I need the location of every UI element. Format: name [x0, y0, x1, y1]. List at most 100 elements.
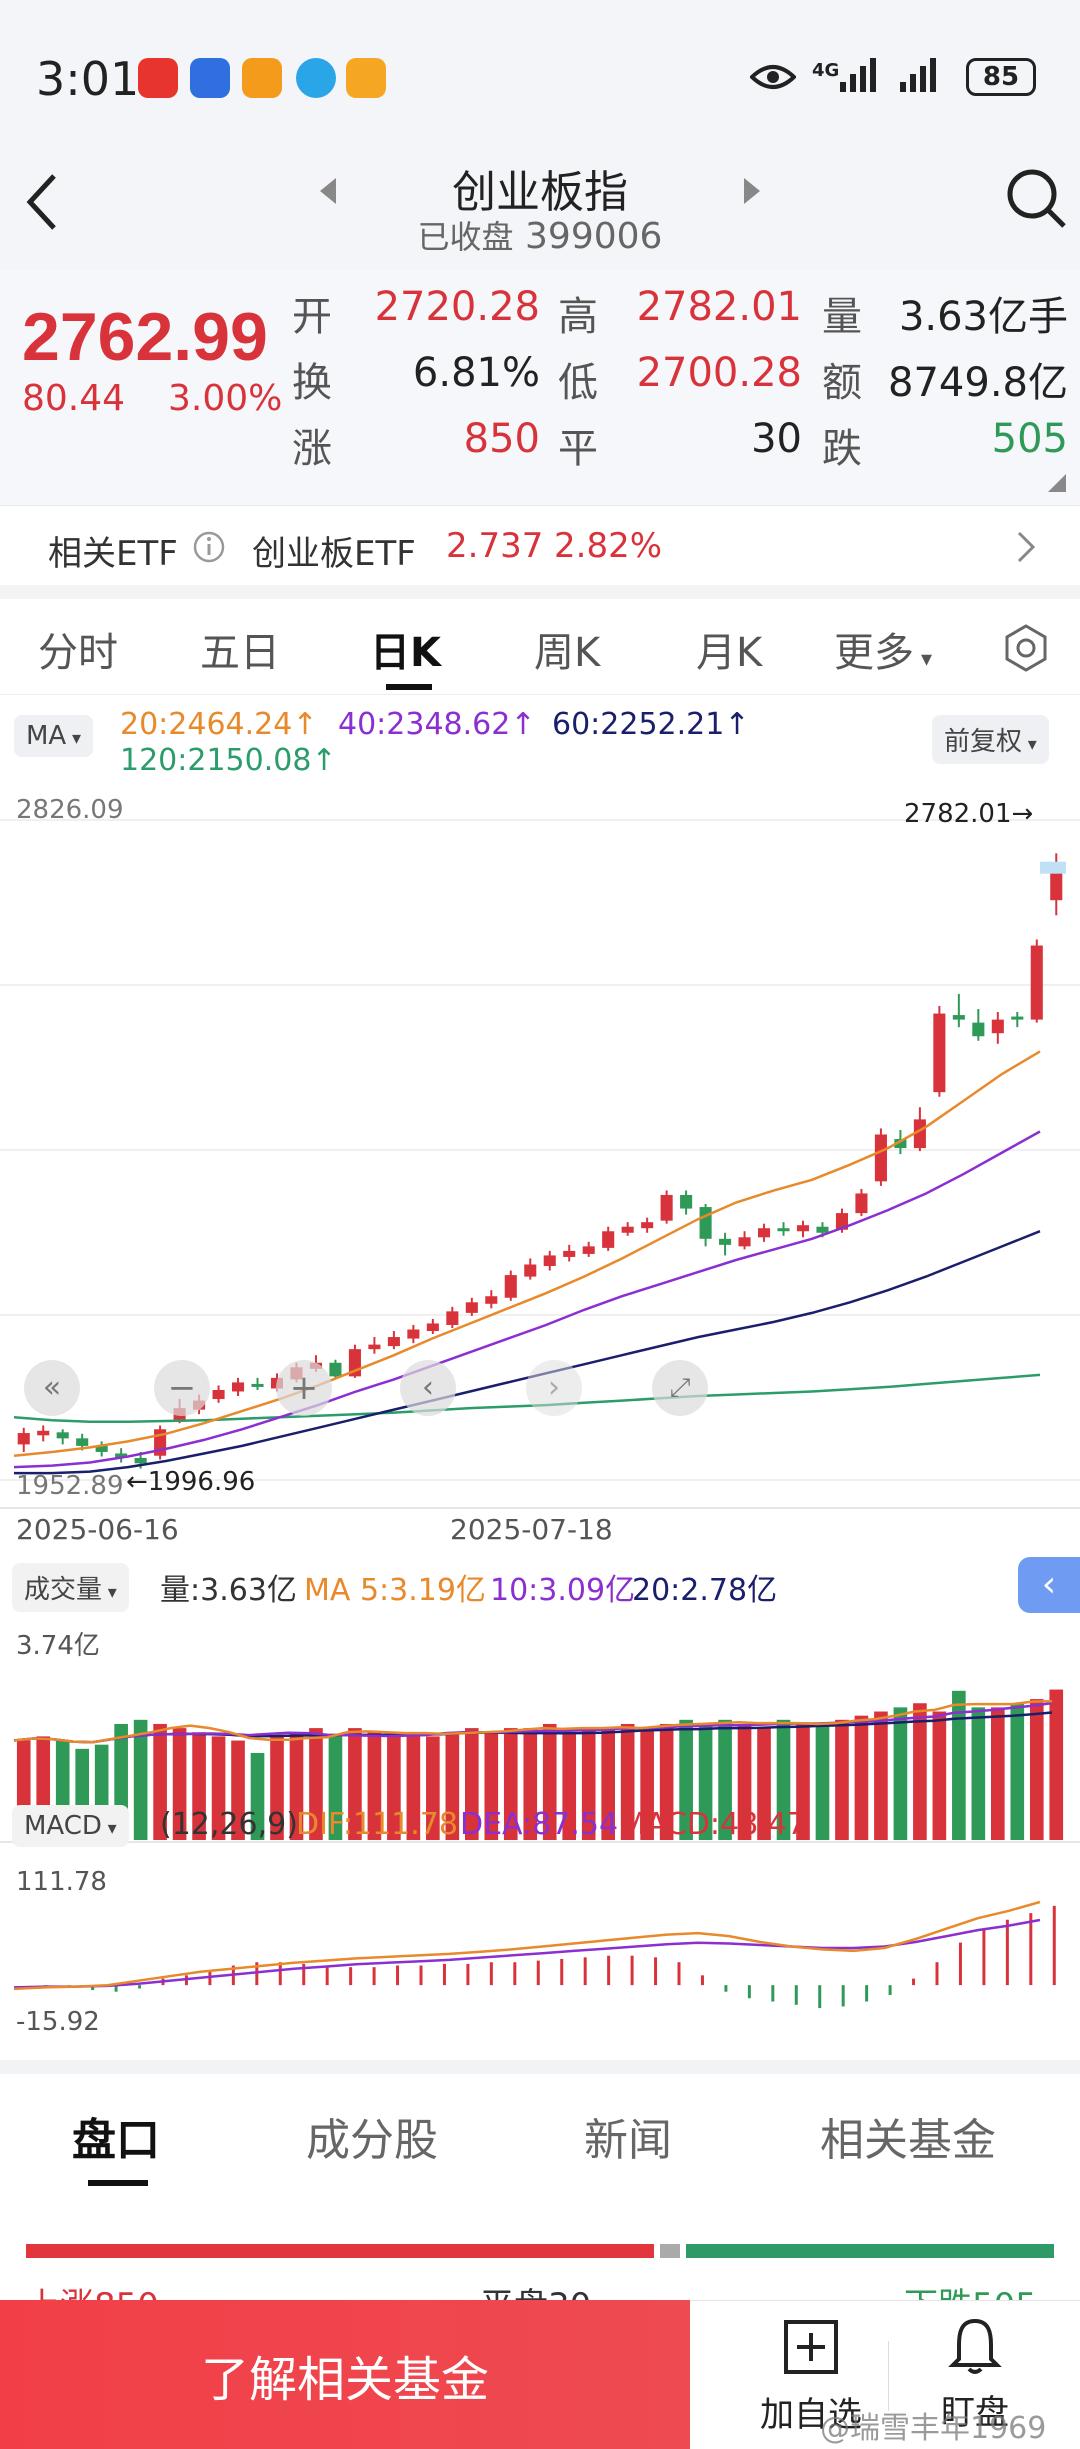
volume-bar — [796, 1723, 810, 1840]
macd-selector[interactable]: MACD ▾ — [12, 1805, 129, 1847]
label-open: 开 — [292, 294, 332, 340]
candle-body — [115, 1453, 128, 1458]
tab-weekly-k[interactable]: 周K — [534, 630, 601, 676]
collapse-panel-button[interactable]: ‹ — [1018, 1557, 1080, 1613]
last-price-marker — [1040, 861, 1066, 874]
candle-body — [212, 1389, 225, 1400]
kline-chart[interactable] — [0, 790, 1080, 2055]
volume-bar — [133, 1719, 148, 1840]
fullscreen-icon[interactable]: ⤢ — [652, 1360, 708, 1416]
pan-right-icon[interactable]: › — [526, 1360, 582, 1416]
vol-ma10-line — [13, 1701, 1053, 1744]
chart-area: MA ▾ 20:2464.24↑ 40:2348.62↑ 60:2252.21↑… — [0, 695, 1080, 2055]
volume-bar — [990, 1707, 1005, 1840]
back-arrow-icon[interactable] — [22, 172, 62, 232]
volume-bar — [289, 1732, 304, 1840]
eye-icon — [750, 65, 796, 89]
kline-low-mark: ←1996.96 — [126, 1467, 256, 1497]
volume-selector[interactable]: 成交量 ▾ — [12, 1563, 129, 1612]
candle-body — [524, 1264, 537, 1277]
candle-body — [329, 1362, 342, 1377]
tab-news[interactable]: 新闻 — [584, 2115, 672, 2166]
volume-bar — [542, 1723, 557, 1840]
prev-index-icon[interactable] — [318, 176, 338, 206]
tab-daily-k[interactable]: 日K — [370, 630, 441, 676]
tab-related-funds[interactable]: 相关基金 — [820, 2115, 996, 2166]
candle-body — [894, 1139, 907, 1149]
volume-bar — [757, 1728, 771, 1840]
volume-bar — [659, 1723, 674, 1840]
watch-button[interactable]: 盯盘 — [900, 2313, 1050, 2443]
candle-body — [368, 1344, 381, 1350]
volume-bar — [737, 1723, 752, 1840]
zoom-out-double-icon[interactable]: « — [24, 1360, 80, 1416]
adjust-selector[interactable]: 前复权 ▾ — [932, 715, 1049, 764]
tab-constituents[interactable]: 成分股 — [306, 2115, 438, 2166]
etf-name: 创业板ETF — [252, 534, 416, 574]
tab-more[interactable]: 更多 ▾ — [834, 620, 932, 678]
learn-funds-button[interactable]: 了解相关基金 — [0, 2300, 690, 2449]
candle-body — [465, 1302, 478, 1313]
etf-price: 2.737 — [446, 526, 544, 566]
candle-body — [816, 1226, 829, 1233]
app-notification-icon — [242, 58, 282, 98]
caret-down-icon: ▾ — [1022, 734, 1037, 755]
section-gap — [0, 585, 1080, 599]
candle-body — [504, 1275, 517, 1298]
candle-body — [855, 1193, 868, 1214]
ma120-legend: 120:2150.08↑ — [120, 743, 337, 778]
tab-monthly-k[interactable]: 月K — [696, 630, 763, 676]
signal-icon — [840, 58, 876, 92]
search-icon[interactable] — [1004, 166, 1068, 230]
volume-bar — [406, 1732, 421, 1840]
volume-bar — [250, 1752, 265, 1840]
info-icon[interactable] — [192, 530, 226, 564]
candle-body — [485, 1296, 498, 1304]
add-square-icon — [784, 2320, 838, 2374]
volume-bar — [640, 1728, 654, 1840]
macd-value-legend: MACD:48.47 — [620, 1807, 806, 1842]
vol-ma10-legend: 10:3.09亿 — [490, 1573, 636, 1608]
candle-body — [37, 1430, 50, 1436]
candle-body — [1030, 945, 1043, 1020]
volume-bar — [426, 1736, 440, 1840]
pan-left-icon[interactable]: ‹ — [400, 1360, 456, 1416]
volume-bar — [445, 1732, 460, 1840]
weibo-notification-icon — [346, 58, 386, 98]
date-start-label: 2025-06-16 — [16, 1513, 179, 1546]
ma60-legend: 60:2252.21↑ — [552, 707, 750, 742]
volume-bar — [1010, 1703, 1025, 1840]
candle-body — [913, 1119, 926, 1149]
status-time: 3:01 — [36, 52, 140, 106]
volume-bar — [562, 1732, 577, 1840]
volume-bar — [718, 1719, 732, 1840]
caret-down-icon: ▾ — [102, 1582, 117, 1603]
volume-bar — [523, 1728, 538, 1840]
macd-params: (12,26,9) — [160, 1807, 298, 1842]
volume-bar — [581, 1728, 596, 1840]
settings-icon[interactable] — [1000, 622, 1052, 674]
price-change-pct: 3.00% — [168, 378, 283, 419]
add-watchlist-button[interactable]: 加自选 — [736, 2313, 886, 2443]
zoom-in-icon[interactable]: + — [276, 1360, 332, 1416]
expand-corner-icon[interactable] — [1048, 474, 1066, 492]
amount-value: 8749.8亿 — [888, 360, 1068, 406]
tab-intraday[interactable]: 分时 — [38, 630, 118, 676]
volume-bar — [893, 1707, 908, 1840]
detail-tabs: 盘口 成分股 新闻 相关基金 — [0, 2060, 1080, 2190]
next-index-icon[interactable] — [742, 176, 762, 206]
tab-order-book[interactable]: 盘口 — [72, 2115, 160, 2166]
index-code: 399006 — [525, 216, 663, 257]
zoom-out-icon[interactable]: − — [154, 1360, 210, 1416]
ma20-line — [13, 1050, 1041, 1457]
candle-body — [933, 1013, 946, 1093]
ma-selector[interactable]: MA ▾ — [14, 715, 93, 757]
ma20-legend: 20:2464.24↑ — [120, 707, 318, 742]
active-tab-indicator — [386, 684, 432, 690]
volume-bar — [172, 1728, 187, 1840]
related-etf-row[interactable]: 相关ETF 创业板ETF 2.737 2.82% — [0, 505, 1080, 585]
date-mid-label: 2025-07-18 — [450, 1513, 613, 1546]
turnover-value: 6.81% — [412, 350, 540, 396]
tab-five-day[interactable]: 五日 — [200, 630, 280, 676]
ma120-line — [13, 1373, 1041, 1423]
